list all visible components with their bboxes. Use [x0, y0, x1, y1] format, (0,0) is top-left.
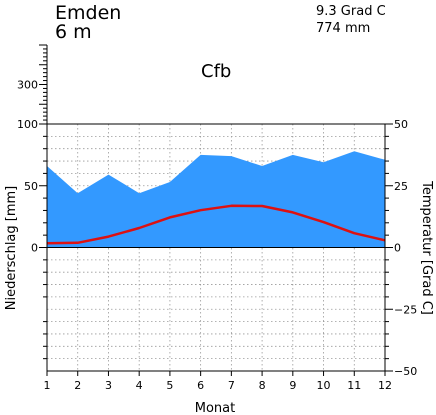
left-tick-label: 300	[17, 79, 38, 92]
axis-labels: Monat Niederschlag [mm] Temperatur [Grad…	[4, 180, 434, 415]
left-tick-label: 50	[24, 180, 38, 193]
x-tick-label: 11	[347, 379, 361, 392]
y-axis-left-label: Niederschlag [mm]	[4, 186, 19, 311]
station-elevation: 6 m	[55, 21, 92, 43]
x-tick-label: 8	[259, 379, 266, 392]
precipitation-area	[47, 151, 385, 248]
x-tick-label: 4	[136, 379, 143, 392]
climate-class: Cfb	[201, 61, 232, 82]
left-tick-label: 100	[17, 118, 38, 131]
x-tick-label: 12	[378, 379, 392, 392]
x-axis-label: Monat	[195, 401, 235, 415]
precipitation-fill	[47, 151, 385, 248]
mean-temperature: 9.3 Grad C	[316, 4, 386, 19]
x-tick-label: 5	[166, 379, 173, 392]
right-tick-label: −25	[394, 303, 417, 316]
y-axis-right-label: Temperatur [Grad C]	[419, 180, 434, 315]
temperature-line	[46, 204, 386, 245]
x-tick-label: 2	[74, 379, 81, 392]
right-tick-label: 25	[394, 180, 408, 193]
x-tick-label: 7	[228, 379, 235, 392]
x-tick-label: 1	[44, 379, 51, 392]
right-tick-label: 0	[394, 242, 401, 255]
x-tick-label: 10	[317, 379, 331, 392]
temperature-series-line	[46, 204, 386, 245]
right-tick-label: −50	[394, 365, 417, 378]
right-tick-label: 50	[394, 118, 408, 131]
station-name: Emden	[55, 2, 122, 24]
x-tick-label: 3	[105, 379, 112, 392]
x-tick-label: 6	[197, 379, 204, 392]
left-tick-label: 0	[31, 242, 38, 255]
annual-precipitation: 774 mm	[316, 21, 371, 36]
x-tick-label: 9	[289, 379, 296, 392]
